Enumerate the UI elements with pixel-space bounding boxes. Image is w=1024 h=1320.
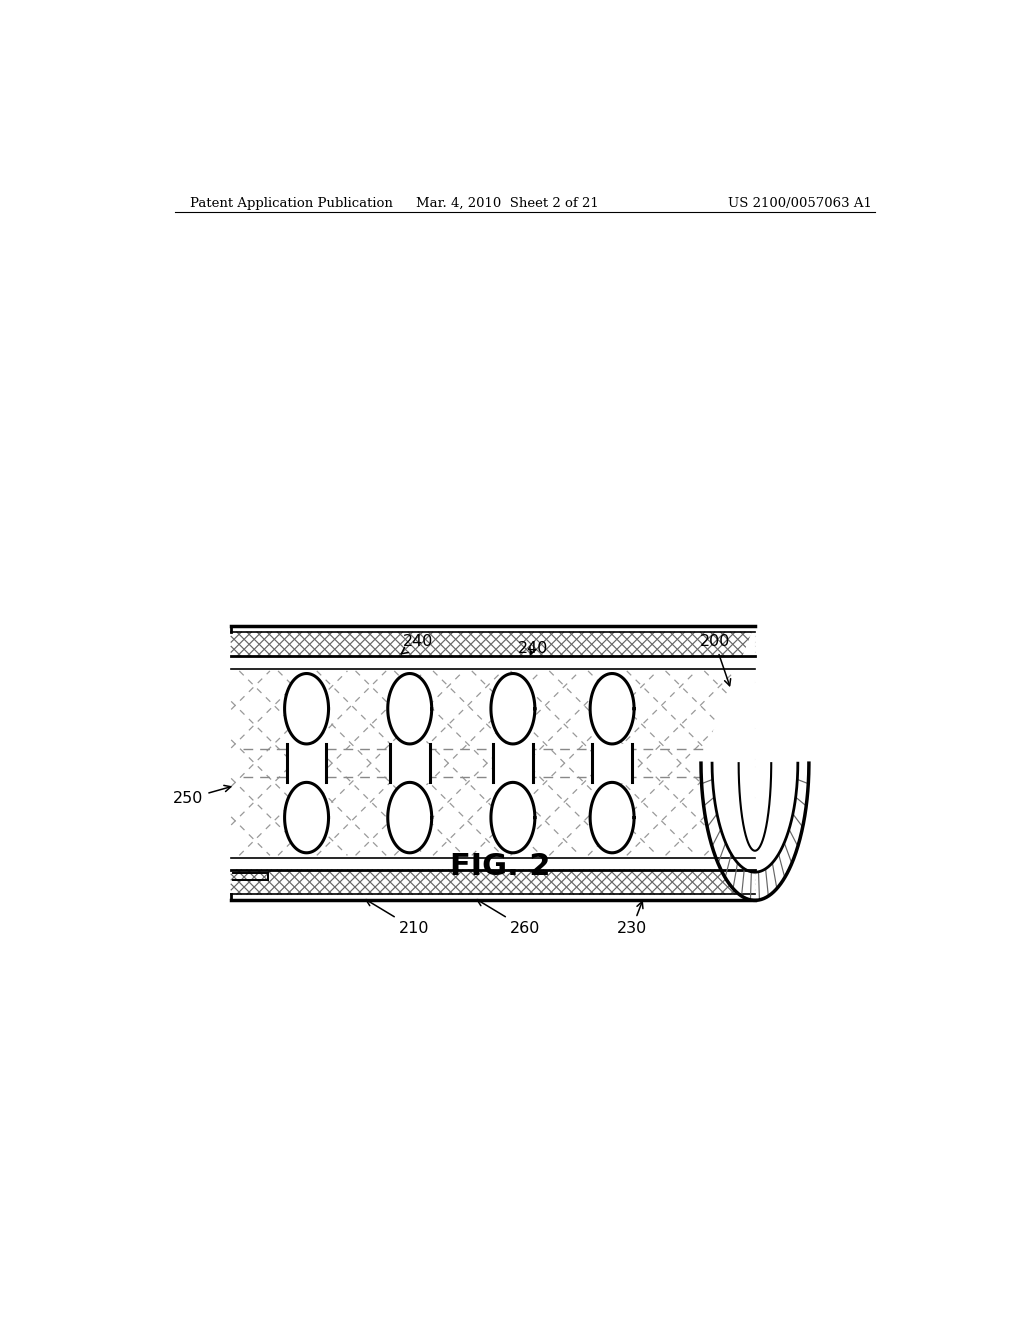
Text: Patent Application Publication: Patent Application Publication [190,197,393,210]
Text: 260: 260 [477,900,540,936]
Polygon shape [590,783,634,853]
Bar [231,626,755,900]
Text: 230: 230 [616,902,647,936]
Text: FIG. 2: FIG. 2 [450,853,550,882]
Text: 210: 210 [366,900,429,936]
Text: 200: 200 [699,634,731,685]
Polygon shape [285,783,329,853]
Text: Mar. 4, 2010  Sheet 2 of 21: Mar. 4, 2010 Sheet 2 of 21 [417,197,599,210]
Text: 250: 250 [173,785,230,807]
Text: US 2100/0057063 A1: US 2100/0057063 A1 [728,197,872,210]
Polygon shape [388,783,432,853]
Polygon shape [490,783,535,853]
Polygon shape [701,626,809,900]
Text: 240: 240 [517,642,548,656]
Polygon shape [388,673,432,744]
Polygon shape [590,673,634,744]
Text: 240: 240 [401,634,433,653]
Polygon shape [490,673,535,744]
Polygon shape [285,673,329,744]
